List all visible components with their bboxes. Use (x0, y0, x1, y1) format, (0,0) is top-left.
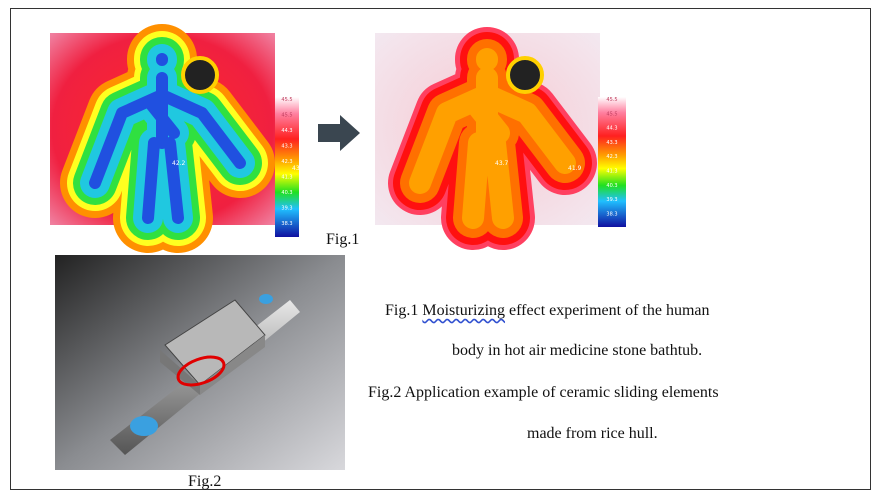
temperature-point: 41.9 (568, 165, 582, 172)
scale-label: 42.3 (606, 154, 617, 160)
scale-label: 43.3 (606, 140, 617, 146)
caption-text: effect experiment of the human (505, 302, 710, 319)
scale-label: 41.3 (281, 175, 292, 181)
temperature-point: 42.2 (172, 160, 186, 167)
temperature-point: 43.5 (292, 165, 306, 172)
caption-line: Fig.1 Moisturizing effect experiment of … (385, 302, 710, 320)
scale-label: 45.5 (281, 113, 292, 119)
caption-line: body in hot air medicine stone bathtub. (452, 342, 703, 359)
scale-label: 40.3 (281, 190, 292, 196)
rail-photo (55, 255, 345, 470)
scale-label: 38.3 (281, 221, 292, 227)
figure-label: Fig.2 (188, 473, 222, 490)
scale-label: 39.3 (281, 206, 292, 212)
scale-label: 40.3 (606, 183, 617, 189)
scale-label: 45.5 (606, 111, 617, 117)
scale-label: 45.5 (606, 97, 617, 103)
frame (10, 8, 871, 490)
scale-label: 41.3 (606, 169, 617, 175)
scale-label: 42.3 (281, 159, 292, 165)
caption-text: Fig.1 (385, 302, 423, 319)
color-scale (598, 97, 626, 227)
scale-label: 38.3 (606, 211, 617, 217)
thermal-before (50, 33, 275, 225)
scale-label: 39.3 (606, 197, 617, 203)
caption-line: Fig.2 Application example of ceramic sli… (368, 384, 719, 401)
arrow (318, 115, 360, 151)
caption-text: Moisturizing (422, 302, 506, 319)
caption-line: made from rice hull. (527, 425, 658, 442)
thermal-after (375, 33, 600, 225)
scale-label: 45.5 (281, 97, 292, 103)
scale-label: 43.3 (281, 144, 292, 150)
temperature-point: 43.7 (495, 160, 509, 167)
scale-label: 44.3 (606, 126, 617, 132)
color-scale (275, 97, 299, 237)
scale-label: 44.3 (281, 128, 292, 134)
figure-label: Fig.1 (326, 231, 360, 248)
